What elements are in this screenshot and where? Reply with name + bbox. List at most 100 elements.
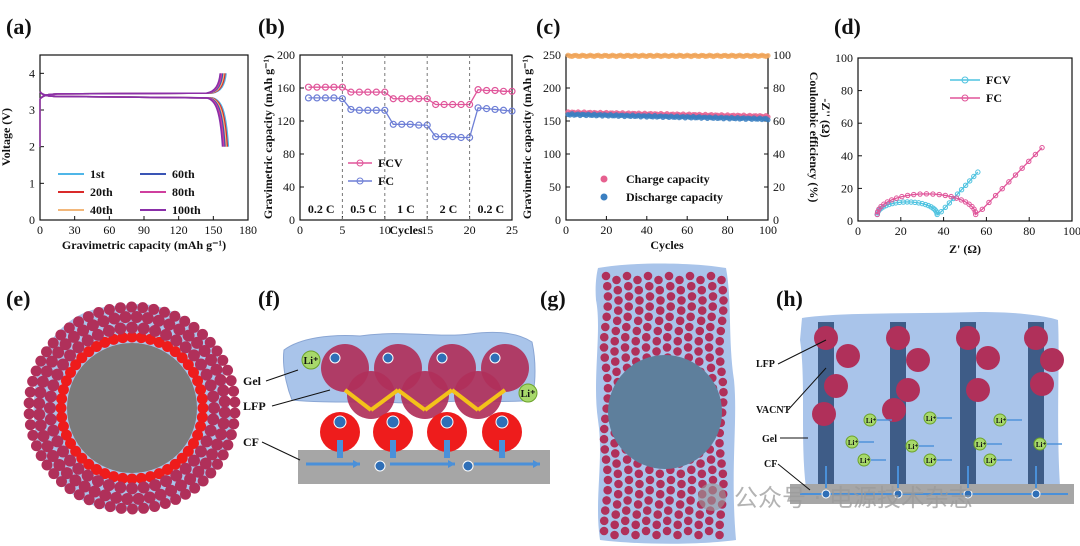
lfp-particle: [704, 332, 714, 342]
carbon-fiber-core: [608, 355, 722, 469]
red-particle: [187, 367, 199, 378]
lfp-particle: [694, 520, 704, 530]
lfp-particle: [211, 345, 223, 357]
carbon-fiber-substrate: [298, 450, 550, 484]
lfp-particle: [673, 347, 682, 356]
y-tick-label: 150: [543, 114, 561, 128]
lfp-particle: [641, 343, 651, 352]
data-point-FCV: [406, 95, 414, 103]
panel-h-structure: Li⁺ Li⁺ Li⁺ Li⁺ Li⁺ Li⁺ Li⁺ Li⁺ Li⁺ Li⁺: [790, 322, 1074, 504]
wechat-icon: [698, 483, 726, 511]
lfp-particle: [707, 281, 717, 291]
lfp-particle: [704, 516, 714, 526]
lfp-particle: [599, 434, 609, 444]
lfp-particle: [211, 458, 223, 470]
lfp-particle: [91, 475, 104, 488]
red-particle: [57, 384, 69, 396]
lfp-particle: [603, 302, 613, 311]
lfp-particle: [189, 482, 201, 494]
lfp-particle: [718, 306, 728, 315]
lfp-particle: [620, 332, 630, 342]
lfp-particle: [664, 271, 674, 281]
lfp-particle: [210, 363, 223, 376]
panel-b-curves: [304, 55, 516, 220]
electron-marker: [963, 489, 973, 499]
panel-e: (e): [6, 286, 241, 515]
lfp-particle: [666, 475, 676, 485]
lfp-particle: [718, 377, 728, 387]
red-particle: [182, 359, 194, 371]
lfp-particle: [205, 467, 217, 479]
y-tick-label: 60: [841, 116, 853, 130]
nyquist-point-FCV: [975, 169, 981, 175]
lfp-particle: [137, 481, 150, 494]
lfp-particle: [73, 489, 85, 501]
y2-tick-label: 0: [773, 213, 779, 227]
lfp-particle: [600, 445, 610, 454]
lfp-particle: [719, 296, 728, 305]
lfp-particle: [611, 326, 621, 336]
lfp-particle: [666, 302, 676, 311]
panel-g: (g): [540, 263, 736, 544]
lfp-particle: [36, 375, 49, 388]
data-point-FC: [321, 94, 330, 102]
lfp-particle: [956, 326, 980, 350]
panel-d-label: (d): [834, 14, 861, 39]
conductive-link: [476, 388, 507, 412]
series-line-FC: [308, 97, 513, 139]
lfp-particle: [677, 479, 686, 489]
rate-label: 0.5 C: [350, 202, 377, 216]
lfp-particle: [685, 271, 695, 281]
label-vacnt: VACNT: [756, 405, 791, 416]
lfp-particle: [165, 484, 178, 497]
lfp-particle: [708, 302, 718, 311]
x-tick-label: 40: [641, 223, 653, 237]
lfp-particle: [613, 489, 623, 499]
lfp-particle: [676, 306, 686, 315]
lfp-particle: [631, 530, 640, 540]
lfp-particle: [41, 440, 54, 453]
nyquist-point-FC: [930, 191, 936, 197]
lfp-particle: [654, 316, 664, 326]
lfp-particle: [59, 338, 72, 351]
li-ion: [845, 435, 859, 449]
lfp-particle: [656, 296, 665, 305]
legend-label: 40th: [90, 203, 113, 217]
lfp-particle: [170, 469, 183, 482]
data-point-FCV: [321, 83, 330, 91]
lfp-particle: [44, 390, 57, 403]
li-ion: [923, 411, 937, 425]
lfp-particle: [687, 475, 697, 485]
lfp-particle: [683, 332, 693, 342]
data-point-FCV: [313, 83, 321, 91]
lfp-particle: [718, 469, 728, 479]
li-ion-label: Li⁺: [1036, 441, 1047, 449]
red-particle: [192, 429, 204, 441]
data-point-FC: [347, 105, 355, 114]
red-particle: [55, 402, 67, 414]
panel-b-legend: FCV FC: [348, 156, 403, 188]
lfp-particle: [632, 326, 642, 336]
pointer-cf: [261, 441, 301, 461]
panel-h: (h) Li⁺ Li⁺ Li⁺ Li⁺ Li⁺ Li⁺ Li⁺ Li⁺ Li⁺ Li⁺ LFP V…: [756, 286, 1074, 504]
x-tick-label: 0: [563, 223, 569, 237]
lfp-particle: [88, 485, 101, 498]
lfp-particle: [200, 435, 213, 448]
lfp-particle-shell: [23, 301, 241, 515]
li-ion-label: Li⁺: [860, 457, 871, 465]
nyquist-point-FCV: [942, 204, 949, 211]
lfp-particle: [63, 322, 75, 334]
x-tick-label: 10: [379, 223, 391, 237]
lfp-particle: [64, 349, 77, 362]
electron-marker: [489, 352, 501, 364]
red-particle: [195, 384, 207, 396]
red-particle: [60, 429, 72, 441]
lfp-particle: [67, 330, 80, 343]
lfp-particle: [644, 312, 653, 322]
li-ion: [983, 453, 997, 467]
data-point-FCV: [364, 88, 372, 96]
lfp-particle: [37, 430, 50, 443]
legend-label: 20th: [90, 185, 113, 199]
red-particle: [60, 375, 72, 387]
